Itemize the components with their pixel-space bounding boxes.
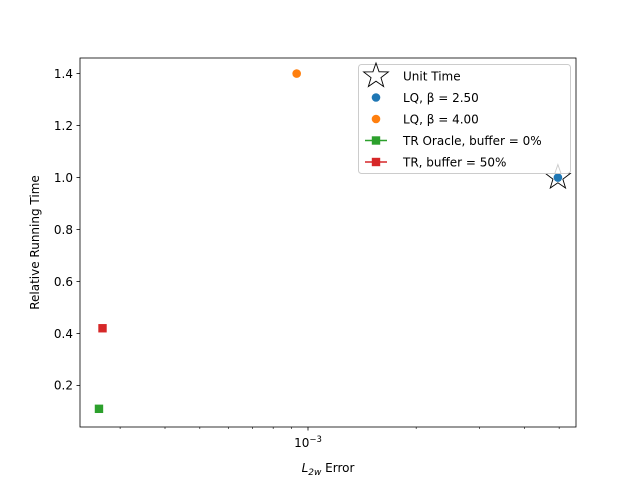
legend-marker-4 [371,136,381,145]
x-tick-label: 10−3 [294,435,322,450]
y-tick-label: 0.2 [54,379,73,393]
y-tick-label: 0.4 [54,327,73,341]
y-axis-label: Relative Running Time [28,175,42,310]
legend: Unit Time LQ, β = 2.50 LQ, β = 4.00 TR Orac… [358,61,571,174]
y-axis-ticks: 0.2 0.4 0.6 0.8 1.0 1.2 1.4 [54,67,80,393]
legend-label-5: TR, buffer = 50% [402,155,506,169]
legend-label-4: TR Oracle, buffer = 0% [402,134,542,148]
legend-label-2: LQ, β = 2.50 [403,91,479,105]
legend-frame [358,64,571,174]
y-tick-label: 1.4 [54,67,73,81]
legend-marker-5 [371,157,381,167]
legend-marker-3 [371,114,381,124]
x-axis-label: L2w Error [302,461,355,478]
plot-frame [79,57,577,428]
data-point-series-2 [553,173,563,182]
legend-marker-1 [362,61,390,88]
legend-label-3: LQ, β = 4.00 [403,112,479,126]
y-tick-label: 0.6 [54,275,73,289]
data-point-series-5 [98,324,107,333]
y-tick-label: 1.2 [54,119,73,133]
data-point-series-4 [94,404,104,414]
legend-marker-2 [371,93,381,102]
y-tick-label: 0.8 [54,223,73,237]
x-axis-ticks: 10−3 [119,427,560,450]
y-tick-label: 1.0 [54,171,73,185]
legend-label-1: Unit Time [403,69,461,83]
data-point-series-3 [292,69,301,78]
